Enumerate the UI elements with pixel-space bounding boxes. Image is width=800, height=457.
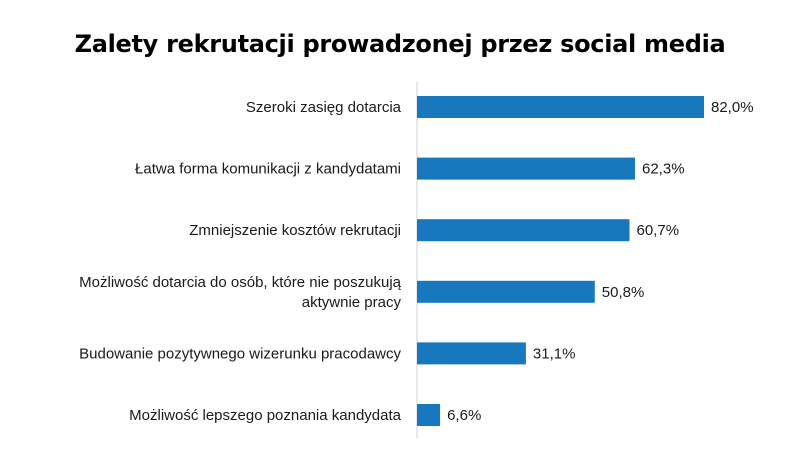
- category-label-4-line-1: Możliwość dotarcia do osób, które nie po…: [79, 274, 401, 291]
- bar-1: [417, 96, 704, 118]
- category-label-1-line-1: Szeroki zasięg dotarcia: [246, 99, 402, 116]
- bar-5: [417, 342, 526, 365]
- category-label-5-line-1: Budowanie pozytywnego wizerunku pracodaw…: [79, 345, 401, 362]
- value-label-1: 82,0%: [711, 99, 754, 116]
- chart-title: Zalety rekrutacji prowadzonej przez soci…: [74, 30, 726, 58]
- category-label-6-line-1: Możliwość lepszego poznania kandydata: [129, 407, 401, 424]
- category-label-5: Budowanie pozytywnego wizerunku pracodaw…: [79, 345, 401, 362]
- bar-3: [417, 219, 630, 242]
- category-label-3: Zmniejszenie kosztów rekrutacji: [189, 222, 401, 239]
- category-label-4-line-2: aktywnie pracy: [302, 294, 402, 311]
- category-label-6: Możliwość lepszego poznania kandydata: [129, 407, 401, 424]
- value-label-4: 50,8%: [602, 284, 645, 301]
- bar-6: [417, 404, 441, 426]
- category-label-1: Szeroki zasięg dotarcia: [246, 99, 402, 116]
- value-label-3: 60,7%: [637, 222, 680, 239]
- value-label-5: 31,1%: [533, 345, 576, 362]
- value-label-2: 62,3%: [642, 161, 685, 178]
- category-label-3-line-1: Zmniejszenie kosztów rekrutacji: [189, 222, 401, 239]
- category-label-2: Łatwa forma komunikacji z kandydatami: [135, 161, 401, 178]
- bars-group: 82,0% Szeroki zasięg dotarcia 62,3% Łatwa f…: [79, 96, 754, 426]
- category-label-2-line-1: Łatwa forma komunikacji z kandydatami: [135, 161, 401, 178]
- bar-2: [417, 157, 635, 180]
- bar-4: [417, 280, 595, 303]
- value-label-6: 6,6%: [447, 407, 481, 424]
- category-label-4: Możliwość dotarcia do osób, które nie po…: [79, 274, 401, 311]
